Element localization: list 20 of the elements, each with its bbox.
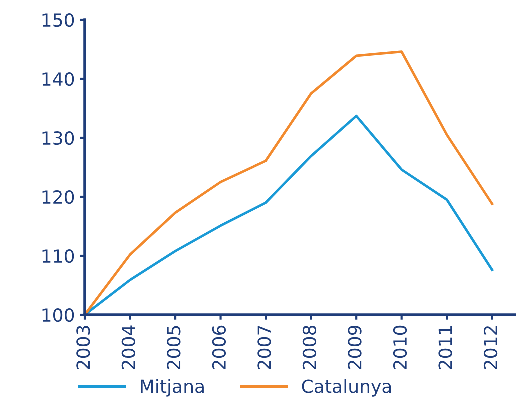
y-tick-label: 140 — [42, 72, 74, 86]
x-tick-label: 2005 — [167, 326, 181, 370]
line-series — [85, 50, 494, 315]
line-series — [85, 114, 494, 315]
x-tick-label: 2011 — [438, 326, 452, 370]
x-tick-label: 2006 — [212, 326, 226, 370]
y-tick-label: 110 — [42, 249, 74, 264]
x-tick-label: 2007 — [258, 326, 272, 370]
x-tick-label: 2010 — [393, 326, 408, 370]
y-tick-label: 100 — [42, 308, 74, 322]
x-tick-label: 2003 — [76, 326, 90, 370]
legend-label: Catalunya — [302, 379, 392, 397]
y-tick-label: 130 — [42, 131, 74, 146]
x-tick-label: 2004 — [122, 326, 136, 370]
x-tick-label: 2012 — [484, 326, 498, 370]
x-tick-label: 2008 — [302, 326, 317, 370]
y-tick-label: 150 — [42, 13, 74, 28]
x-tick-label: 2009 — [348, 326, 362, 370]
legend-label: Mitjana — [141, 379, 204, 397]
y-tick-label: 120 — [42, 190, 74, 204]
